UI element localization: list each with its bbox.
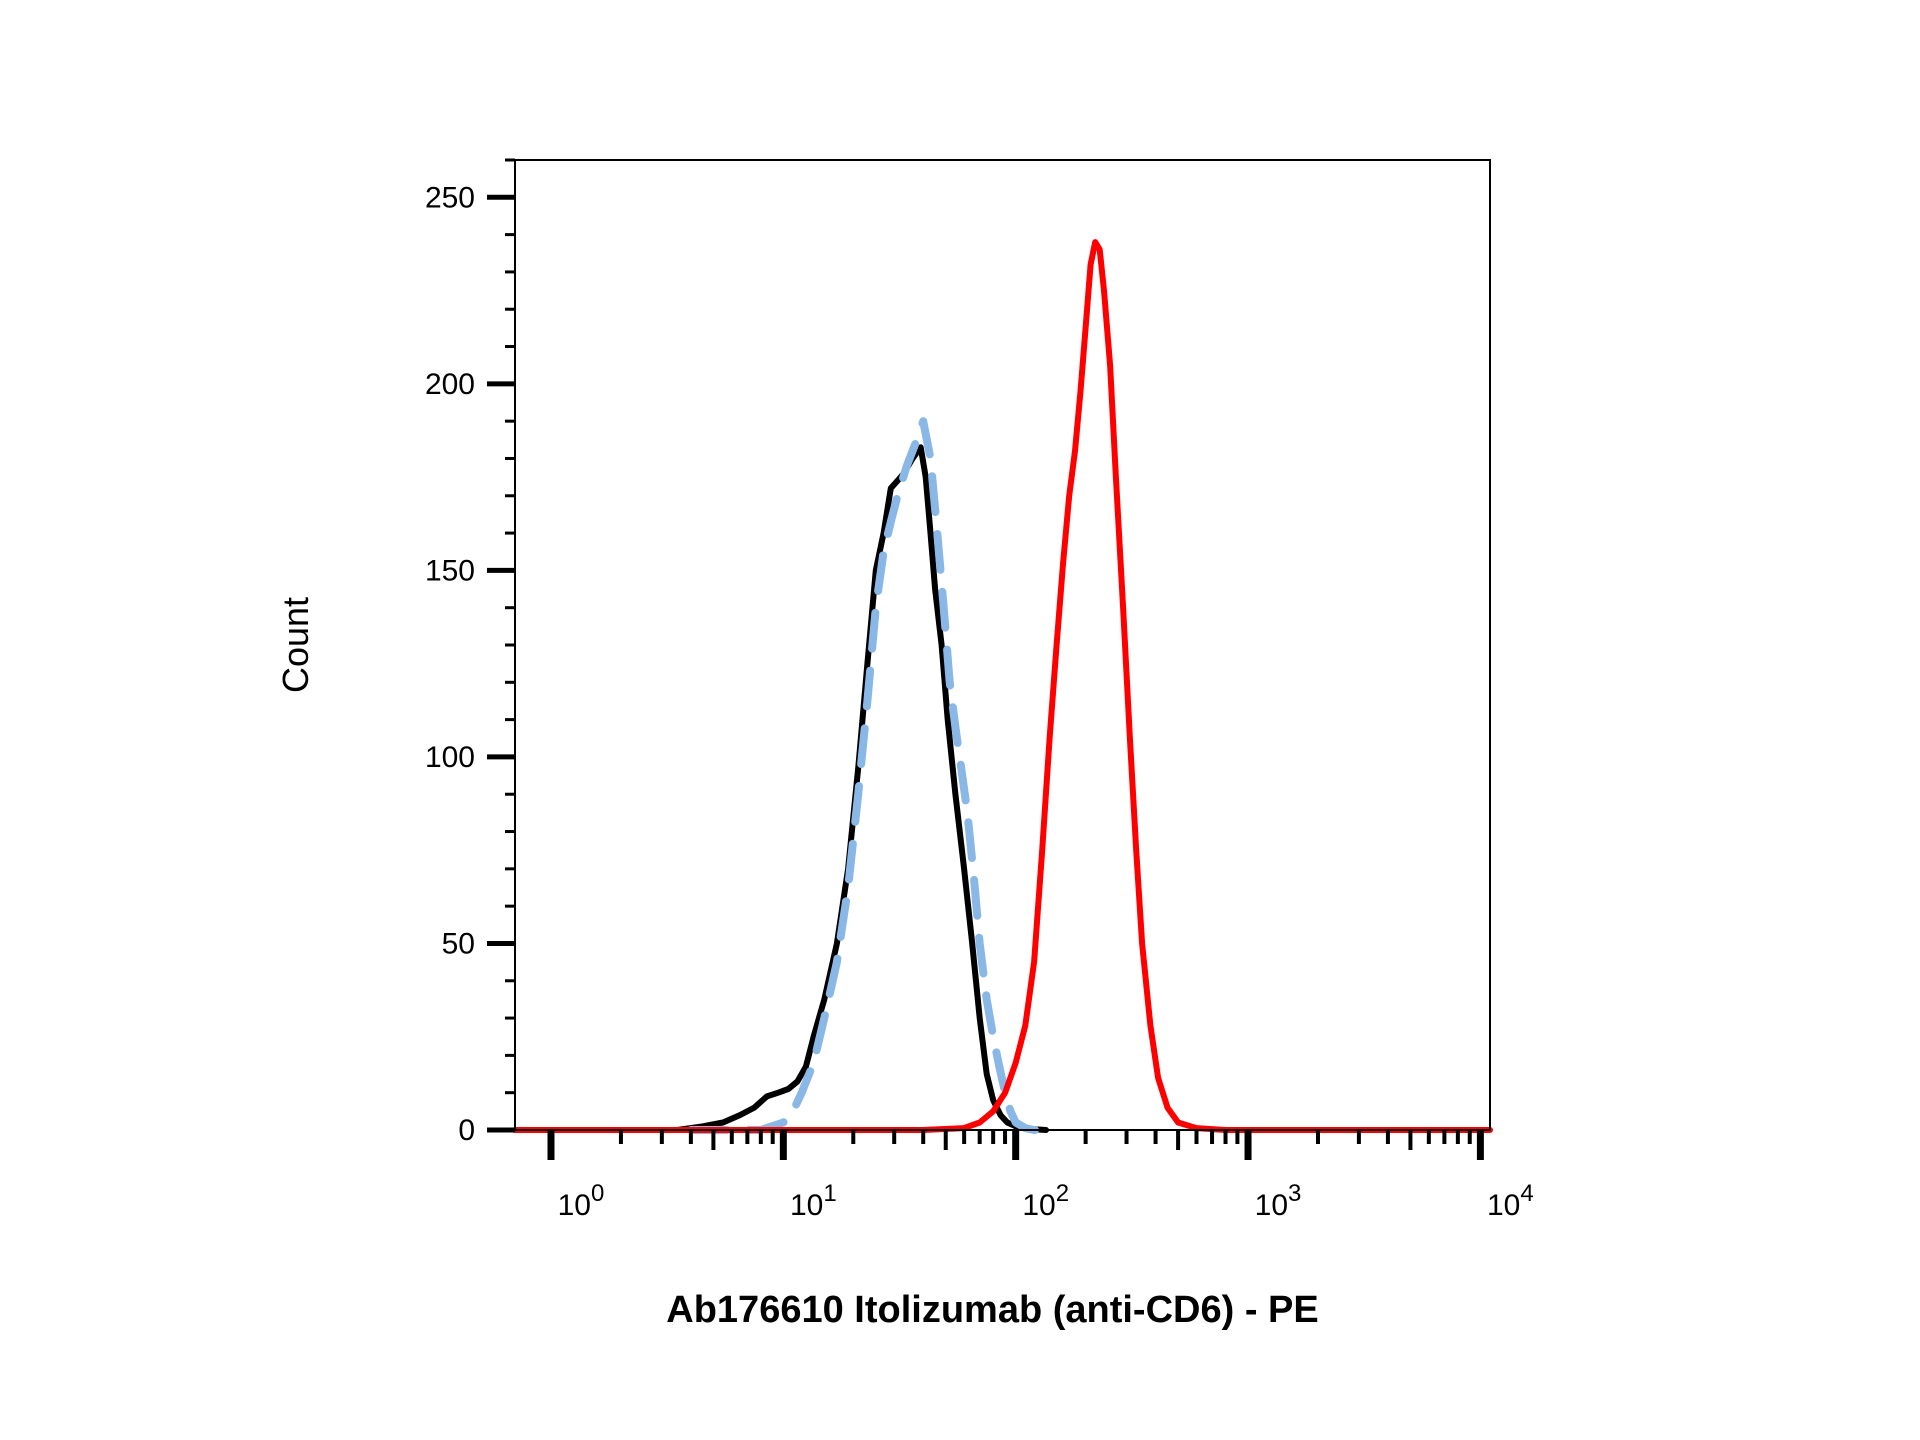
y-tick-label: 250 [425,181,475,214]
y-tick-label: 200 [425,368,475,401]
series-line-3 [512,239,1493,1133]
x-tick-label: 100 [558,1180,605,1222]
series-line-2 [686,417,1050,1134]
x-axis-label: Ab176610 Itolizumab (anti-CD6) - PE [666,1289,1318,1331]
y-tick-label: 0 [458,1114,475,1147]
y-axis: 0 50 100 150 200 250 [425,158,515,1147]
y-axis-label: Count [275,597,316,693]
y-tick-label: 50 [442,927,475,960]
x-axis: 100 101 102 103 104 [547,1130,1534,1222]
y-tick-label: 100 [425,741,475,774]
x-tick-label: 101 [790,1180,837,1222]
x-tick-label: 104 [1487,1180,1534,1222]
plot-frame [514,159,1491,1131]
y-tick-label: 150 [425,554,475,587]
x-tick-label: 102 [1022,1180,1069,1222]
curves-layer [512,239,1493,1134]
x-tick-label: 103 [1255,1180,1302,1222]
